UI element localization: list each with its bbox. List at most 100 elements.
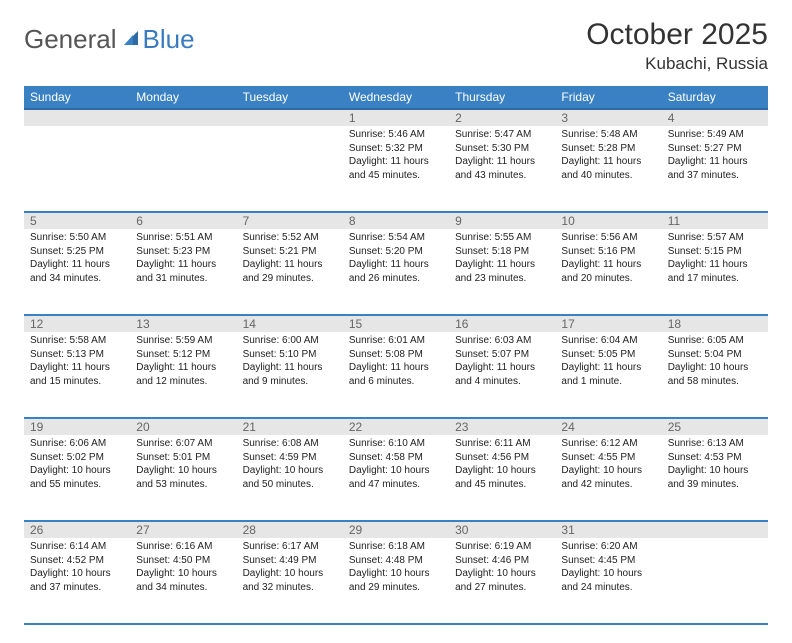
day-details: Sunrise: 6:06 AMSunset: 5:02 PMDaylight:… [24, 435, 130, 495]
location-label: Kubachi, Russia [586, 54, 768, 74]
day-number-cell: 19 [24, 418, 130, 435]
title-block: October 2025 Kubachi, Russia [586, 18, 768, 74]
day-number-cell: 6 [130, 212, 236, 229]
day-cell [130, 126, 236, 212]
day-details: Sunrise: 6:04 AMSunset: 5:05 PMDaylight:… [555, 332, 661, 392]
day-number-cell: 18 [662, 315, 768, 332]
day-cell [662, 538, 768, 624]
day-number-cell [237, 109, 343, 126]
day-details: Sunrise: 6:05 AMSunset: 5:04 PMDaylight:… [662, 332, 768, 392]
day-cell: Sunrise: 6:20 AMSunset: 4:45 PMDaylight:… [555, 538, 661, 624]
day-number-cell: 30 [449, 521, 555, 538]
day-number-cell: 10 [555, 212, 661, 229]
day-number-cell: 17 [555, 315, 661, 332]
details-row: Sunrise: 6:14 AMSunset: 4:52 PMDaylight:… [24, 538, 768, 624]
day-details: Sunrise: 6:00 AMSunset: 5:10 PMDaylight:… [237, 332, 343, 392]
day-cell: Sunrise: 5:46 AMSunset: 5:32 PMDaylight:… [343, 126, 449, 212]
day-cell: Sunrise: 6:18 AMSunset: 4:48 PMDaylight:… [343, 538, 449, 624]
day-cell: Sunrise: 5:49 AMSunset: 5:27 PMDaylight:… [662, 126, 768, 212]
day-cell: Sunrise: 6:08 AMSunset: 4:59 PMDaylight:… [237, 435, 343, 521]
daynum-row: 12131415161718 [24, 315, 768, 332]
day-cell: Sunrise: 6:03 AMSunset: 5:07 PMDaylight:… [449, 332, 555, 418]
day-number-cell: 5 [24, 212, 130, 229]
day-details: Sunrise: 6:01 AMSunset: 5:08 PMDaylight:… [343, 332, 449, 392]
day-details: Sunrise: 6:13 AMSunset: 4:53 PMDaylight:… [662, 435, 768, 495]
day-cell: Sunrise: 6:04 AMSunset: 5:05 PMDaylight:… [555, 332, 661, 418]
day-details: Sunrise: 6:16 AMSunset: 4:50 PMDaylight:… [130, 538, 236, 598]
day-details: Sunrise: 6:11 AMSunset: 4:56 PMDaylight:… [449, 435, 555, 495]
day-details: Sunrise: 5:46 AMSunset: 5:32 PMDaylight:… [343, 126, 449, 186]
day-number-cell: 13 [130, 315, 236, 332]
day-details: Sunrise: 6:07 AMSunset: 5:01 PMDaylight:… [130, 435, 236, 495]
day-cell: Sunrise: 6:11 AMSunset: 4:56 PMDaylight:… [449, 435, 555, 521]
calendar-page: General Blue October 2025 Kubachi, Russi… [0, 0, 792, 643]
day-number-cell: 7 [237, 212, 343, 229]
day-number-cell: 26 [24, 521, 130, 538]
day-details: Sunrise: 6:19 AMSunset: 4:46 PMDaylight:… [449, 538, 555, 598]
day-number-cell: 23 [449, 418, 555, 435]
day-number-cell: 16 [449, 315, 555, 332]
details-row: Sunrise: 6:06 AMSunset: 5:02 PMDaylight:… [24, 435, 768, 521]
daynum-row: 262728293031 [24, 521, 768, 538]
day-cell: Sunrise: 6:00 AMSunset: 5:10 PMDaylight:… [237, 332, 343, 418]
day-number-cell: 1 [343, 109, 449, 126]
day-cell: Sunrise: 5:51 AMSunset: 5:23 PMDaylight:… [130, 229, 236, 315]
day-cell: Sunrise: 5:56 AMSunset: 5:16 PMDaylight:… [555, 229, 661, 315]
day-number-cell [662, 521, 768, 538]
day-cell: Sunrise: 6:16 AMSunset: 4:50 PMDaylight:… [130, 538, 236, 624]
brand-general: General [24, 24, 117, 55]
page-header: General Blue October 2025 Kubachi, Russi… [24, 18, 768, 74]
day-number-cell: 12 [24, 315, 130, 332]
day-details: Sunrise: 6:12 AMSunset: 4:55 PMDaylight:… [555, 435, 661, 495]
day-cell [24, 126, 130, 212]
day-number-cell: 2 [449, 109, 555, 126]
month-title: October 2025 [586, 18, 768, 52]
day-cell: Sunrise: 5:59 AMSunset: 5:12 PMDaylight:… [130, 332, 236, 418]
details-row: Sunrise: 5:46 AMSunset: 5:32 PMDaylight:… [24, 126, 768, 212]
weekday-saturday: Saturday [662, 86, 768, 109]
day-cell: Sunrise: 6:01 AMSunset: 5:08 PMDaylight:… [343, 332, 449, 418]
brand-sail-icon [121, 24, 141, 55]
day-cell: Sunrise: 6:14 AMSunset: 4:52 PMDaylight:… [24, 538, 130, 624]
day-details: Sunrise: 5:58 AMSunset: 5:13 PMDaylight:… [24, 332, 130, 392]
day-number-cell: 21 [237, 418, 343, 435]
day-number-cell: 28 [237, 521, 343, 538]
day-details: Sunrise: 5:48 AMSunset: 5:28 PMDaylight:… [555, 126, 661, 186]
day-number-cell: 27 [130, 521, 236, 538]
day-cell: Sunrise: 5:48 AMSunset: 5:28 PMDaylight:… [555, 126, 661, 212]
weekday-friday: Friday [555, 86, 661, 109]
details-row: Sunrise: 5:58 AMSunset: 5:13 PMDaylight:… [24, 332, 768, 418]
day-details: Sunrise: 5:47 AMSunset: 5:30 PMDaylight:… [449, 126, 555, 186]
day-number-cell: 4 [662, 109, 768, 126]
day-cell: Sunrise: 6:05 AMSunset: 5:04 PMDaylight:… [662, 332, 768, 418]
day-number-cell [130, 109, 236, 126]
day-cell: Sunrise: 5:58 AMSunset: 5:13 PMDaylight:… [24, 332, 130, 418]
day-cell: Sunrise: 5:52 AMSunset: 5:21 PMDaylight:… [237, 229, 343, 315]
day-number-cell: 20 [130, 418, 236, 435]
day-number-cell: 31 [555, 521, 661, 538]
brand-logo: General Blue [24, 24, 195, 55]
day-details: Sunrise: 5:49 AMSunset: 5:27 PMDaylight:… [662, 126, 768, 186]
day-details: Sunrise: 6:18 AMSunset: 4:48 PMDaylight:… [343, 538, 449, 598]
day-cell: Sunrise: 6:17 AMSunset: 4:49 PMDaylight:… [237, 538, 343, 624]
daynum-row: 567891011 [24, 212, 768, 229]
day-cell: Sunrise: 6:12 AMSunset: 4:55 PMDaylight:… [555, 435, 661, 521]
day-details: Sunrise: 6:08 AMSunset: 4:59 PMDaylight:… [237, 435, 343, 495]
day-details: Sunrise: 6:14 AMSunset: 4:52 PMDaylight:… [24, 538, 130, 598]
day-details: Sunrise: 6:10 AMSunset: 4:58 PMDaylight:… [343, 435, 449, 495]
day-number-cell: 29 [343, 521, 449, 538]
day-number-cell: 24 [555, 418, 661, 435]
day-number-cell: 3 [555, 109, 661, 126]
day-number-cell: 25 [662, 418, 768, 435]
day-number-cell: 8 [343, 212, 449, 229]
day-cell: Sunrise: 5:57 AMSunset: 5:15 PMDaylight:… [662, 229, 768, 315]
day-number-cell: 14 [237, 315, 343, 332]
weekday-header-row: SundayMondayTuesdayWednesdayThursdayFrid… [24, 86, 768, 109]
brand-blue: Blue [143, 24, 195, 55]
day-cell: Sunrise: 6:19 AMSunset: 4:46 PMDaylight:… [449, 538, 555, 624]
day-details: Sunrise: 5:56 AMSunset: 5:16 PMDaylight:… [555, 229, 661, 289]
day-cell: Sunrise: 6:13 AMSunset: 4:53 PMDaylight:… [662, 435, 768, 521]
day-number-cell: 9 [449, 212, 555, 229]
day-details: Sunrise: 6:20 AMSunset: 4:45 PMDaylight:… [555, 538, 661, 598]
details-row: Sunrise: 5:50 AMSunset: 5:25 PMDaylight:… [24, 229, 768, 315]
